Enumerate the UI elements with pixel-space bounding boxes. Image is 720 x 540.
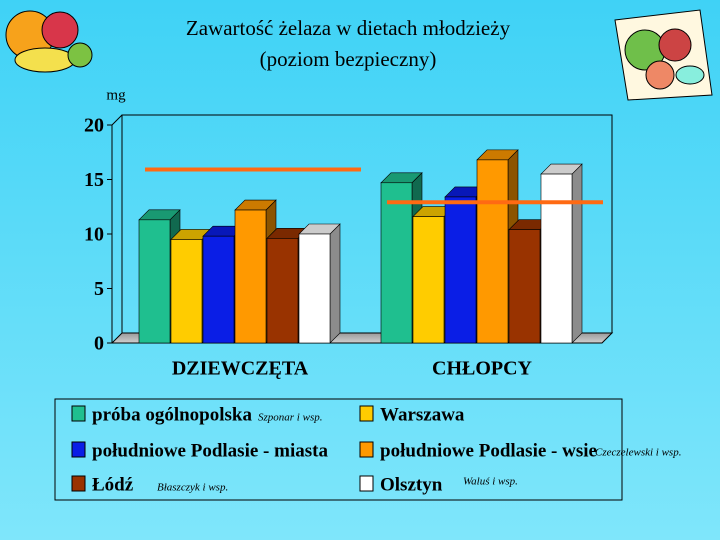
bar-side bbox=[329, 223, 341, 344]
bar bbox=[444, 196, 477, 344]
legend-label: Warszawa bbox=[380, 404, 465, 425]
y-tick-label: 5 bbox=[94, 278, 104, 300]
bar bbox=[508, 229, 541, 344]
bar bbox=[234, 209, 267, 344]
y-tick-label: 10 bbox=[84, 224, 104, 246]
y-tick-label: 0 bbox=[94, 333, 104, 355]
x-tick-label: DZIEWCZĘTA bbox=[172, 358, 309, 380]
chart-subtitle: (poziom bezpieczny) bbox=[260, 47, 437, 71]
source-annotation: Błaszczyk i wsp. bbox=[157, 482, 228, 494]
legend-label: południowe Podlasie - miasta bbox=[92, 440, 328, 461]
legend-swatch bbox=[71, 441, 86, 458]
legend-swatch bbox=[359, 405, 374, 422]
bar bbox=[298, 233, 331, 344]
legend-label: Łódź bbox=[92, 474, 134, 495]
legend-box bbox=[54, 398, 623, 501]
y-axis-depth bbox=[111, 114, 123, 126]
legend-swatch bbox=[359, 441, 374, 458]
y-axis-label: mg bbox=[106, 87, 126, 103]
bar-side bbox=[571, 163, 583, 344]
legend-label: Olsztyn bbox=[380, 474, 443, 495]
x-tick-label: CHŁOPCY bbox=[432, 358, 533, 380]
source-annotation: Szponar i wsp. bbox=[258, 412, 323, 424]
legend-swatch bbox=[359, 475, 374, 492]
chart-title: Zawartość żelaza w dietach młodzieży bbox=[186, 16, 511, 40]
bar bbox=[476, 159, 509, 344]
bar bbox=[540, 173, 573, 344]
fruit-decoration bbox=[5, 10, 93, 73]
vegetable-decoration bbox=[614, 9, 713, 101]
y-tick-label: 20 bbox=[84, 115, 104, 137]
bar bbox=[202, 235, 235, 344]
bar bbox=[266, 238, 299, 344]
legend-swatch bbox=[71, 475, 86, 492]
source-annotation: Waluś i wsp. bbox=[463, 476, 518, 488]
legend-swatch bbox=[71, 405, 86, 422]
legend-label: próba ogólnopolska bbox=[92, 404, 252, 425]
bar bbox=[412, 216, 445, 344]
legend-label: południowe Podlasie - wsie bbox=[380, 440, 597, 461]
source-annotation: Czeczelewski i wsp. bbox=[595, 447, 681, 459]
bar bbox=[380, 182, 413, 344]
y-tick-label: 15 bbox=[84, 169, 104, 191]
bar bbox=[138, 219, 171, 344]
bar bbox=[170, 239, 203, 344]
